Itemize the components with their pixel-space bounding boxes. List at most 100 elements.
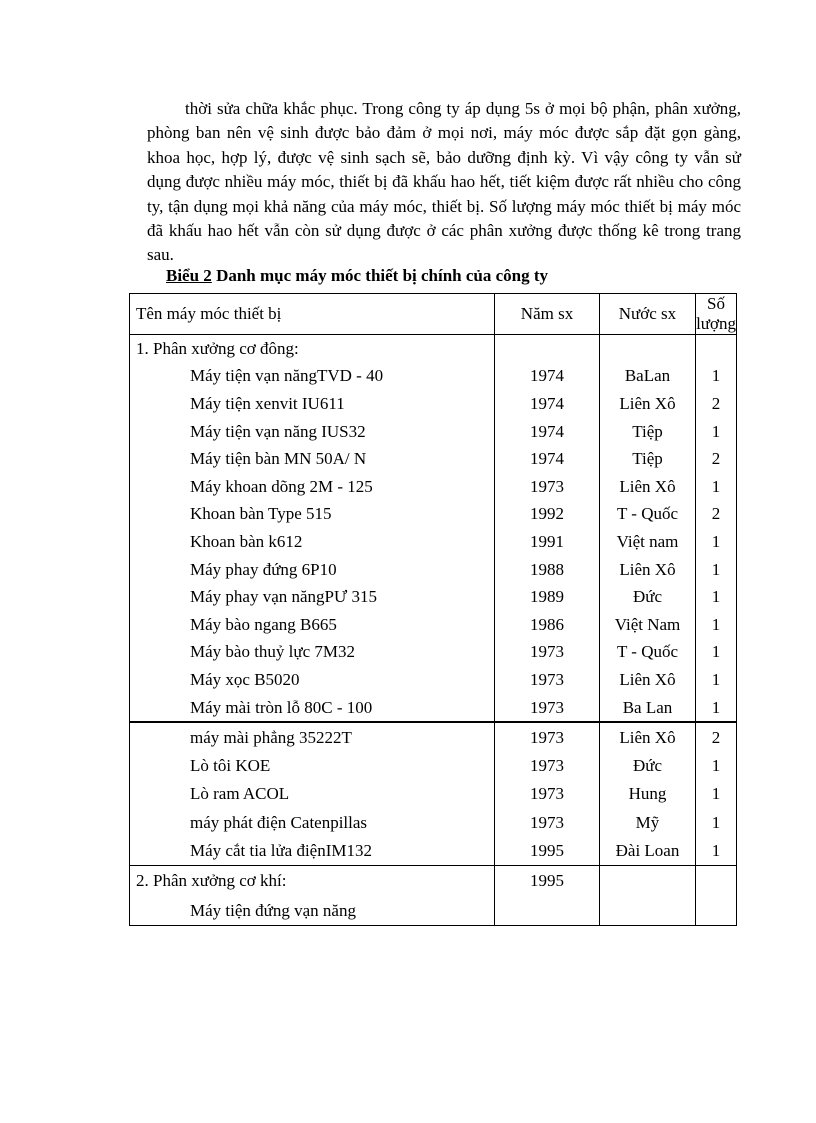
table-row: Khoan bàn k612 1991 Việt nam 1 [128, 528, 737, 556]
header-country: Nước sx [598, 293, 697, 335]
cell-quantity: 1 [695, 417, 737, 446]
cell-country: Liên Xô [598, 666, 697, 694]
cell-country [598, 895, 697, 927]
cell-quantity [695, 334, 737, 363]
cell-country: Tiệp [598, 417, 697, 446]
section-row: 2. Phân xưởng cơ khí: 1995 [128, 865, 737, 896]
table-row: Máy mài tròn lỗ 80C - 100 1973 Ba Lan 1 [128, 693, 737, 724]
table-row: Khoan bàn Type 515 1992 T - Quốc 2 [128, 500, 737, 529]
cell-year: 1973 [494, 693, 600, 724]
table-header-row: Tên máy móc thiết bị Năm sx Nước sx Số l… [128, 293, 737, 335]
table-row: Máy bào ngang B665 1986 Việt Nam 1 [128, 610, 737, 639]
cell-quantity: 1 [695, 528, 737, 556]
table-group-3: 2. Phân xưởng cơ khí: 1995 Máy tiện đứng v… [128, 865, 737, 927]
cell-quantity: 1 [695, 555, 737, 584]
table-row: Lò tôi KOE 1973 Đức 1 [128, 751, 737, 781]
table-caption: Biểu 2 Danh mục máy móc thiết bị chính c… [166, 266, 548, 286]
caption-title: Danh mục máy móc thiết bị chính của công… [211, 266, 549, 285]
table-row: Máy tiện bàn MN 50A/ N 1974 Tiệp 2 [128, 445, 737, 473]
cell-name: Máy mài tròn lỗ 80C - 100 [128, 693, 496, 724]
cell-name: Máy tiện bàn MN 50A/ N [128, 445, 496, 473]
cell-year: 1974 [494, 417, 600, 446]
cell-year: 1992 [494, 500, 600, 529]
cell-quantity: 2 [695, 722, 737, 752]
cell-quantity: 1 [695, 666, 737, 694]
cell-quantity: 1 [695, 751, 737, 781]
body-paragraph: thời sửa chữa khắc phục. Trong công ty á… [147, 99, 741, 265]
cell-quantity: 1 [695, 836, 737, 867]
cell-quantity: 1 [695, 610, 737, 639]
header-quantity: Số lượng [695, 293, 737, 335]
cell-quantity: 1 [695, 808, 737, 837]
cell-year: 1995 [494, 865, 600, 896]
cell-name: Lò ram ACOL [128, 780, 496, 809]
cell-country: Tiệp [598, 445, 697, 473]
table-row: Máy tiện đứng vạn năng [128, 895, 737, 927]
cell-country: Đức [598, 751, 697, 781]
cell-name: Máy cắt tia lửa điệnIM132 [128, 836, 496, 867]
cell-year: 1974 [494, 445, 600, 473]
cell-name: Máy khoan dõng 2M - 125 [128, 472, 496, 501]
cell-year: 1973 [494, 638, 600, 667]
table-row: máy phát điện Catenpillas 1973 Mỹ 1 [128, 808, 737, 837]
section-row: 1. Phân xưởng cơ đông: [128, 334, 737, 363]
cell-year: 1974 [494, 390, 600, 418]
cell-year: 1974 [494, 362, 600, 391]
cell-year: 1988 [494, 555, 600, 584]
caption-label: Biểu 2 [166, 266, 212, 285]
header-year: Năm sx [494, 293, 600, 335]
cell-year: 1973 [494, 780, 600, 809]
cell-year: 1986 [494, 610, 600, 639]
cell-country [598, 865, 697, 896]
cell-country: Việt nam [598, 528, 697, 556]
cell-year: 1995 [494, 836, 600, 867]
table-row: Máy tiện vạn năngTVD - 40 1974 BaLan 1 [128, 362, 737, 391]
cell-quantity: 1 [695, 780, 737, 809]
cell-name: Máy tiện xenvit IU611 [128, 390, 496, 418]
cell-country: Việt Nam [598, 610, 697, 639]
cell-year: 1973 [494, 722, 600, 752]
cell-name: Máy xọc B5020 [128, 666, 496, 694]
cell-name: 1. Phân xưởng cơ đông: [128, 334, 496, 363]
table-row: máy mài phẳng 35222T 1973 Liên Xô 2 [128, 722, 737, 752]
cell-year: 1973 [494, 472, 600, 501]
cell-year [494, 334, 600, 363]
table-row: Máy tiện xenvit IU611 1974 Liên Xô 2 [128, 390, 737, 418]
cell-name: Khoan bàn k612 [128, 528, 496, 556]
equipment-table: Tên máy móc thiết bị Năm sx Nước sx Số l… [128, 293, 737, 927]
cell-country: Liên Xô [598, 390, 697, 418]
cell-quantity: 1 [695, 693, 737, 724]
cell-country: Liên Xô [598, 722, 697, 752]
cell-quantity: 1 [695, 583, 737, 611]
cell-name: Máy bào thuỷ lực 7M32 [128, 638, 496, 667]
table-group-2: máy mài phẳng 35222T 1973 Liên Xô 2 Lò tôi K… [128, 722, 737, 867]
cell-name: máy phát điện Catenpillas [128, 808, 496, 837]
cell-country: Liên Xô [598, 472, 697, 501]
cell-name: Lò tôi KOE [128, 751, 496, 781]
cell-name: Khoan bàn Type 515 [128, 500, 496, 529]
cell-country: Liên Xô [598, 555, 697, 584]
cell-country: Mỹ [598, 808, 697, 837]
cell-year [494, 895, 600, 927]
cell-country: T - Quốc [598, 500, 697, 529]
cell-year: 1973 [494, 751, 600, 781]
cell-year: 1991 [494, 528, 600, 556]
table-row: Máy cắt tia lửa điệnIM132 1995 Đài Loan 1 [128, 836, 737, 867]
cell-quantity [695, 865, 737, 896]
table-row: Máy xọc B5020 1973 Liên Xô 1 [128, 666, 737, 694]
cell-country [598, 334, 697, 363]
table-row: Máy bào thuỷ lực 7M32 1973 T - Quốc 1 [128, 638, 737, 667]
cell-year: 1973 [494, 666, 600, 694]
cell-name: máy mài phẳng 35222T [128, 722, 496, 752]
table-row: Lò ram ACOL 1973 Hung 1 [128, 780, 737, 809]
header-name: Tên máy móc thiết bị [128, 293, 496, 335]
cell-name: Máy tiện vạn năng IUS32 [128, 417, 496, 446]
cell-year: 1989 [494, 583, 600, 611]
cell-name: Máy bào ngang B665 [128, 610, 496, 639]
cell-quantity: 1 [695, 472, 737, 501]
cell-quantity: 2 [695, 445, 737, 473]
cell-quantity: 1 [695, 362, 737, 391]
cell-name: Máy phay vạn năngPƯ 315 [128, 583, 496, 611]
cell-quantity: 1 [695, 638, 737, 667]
cell-country: Ba Lan [598, 693, 697, 724]
